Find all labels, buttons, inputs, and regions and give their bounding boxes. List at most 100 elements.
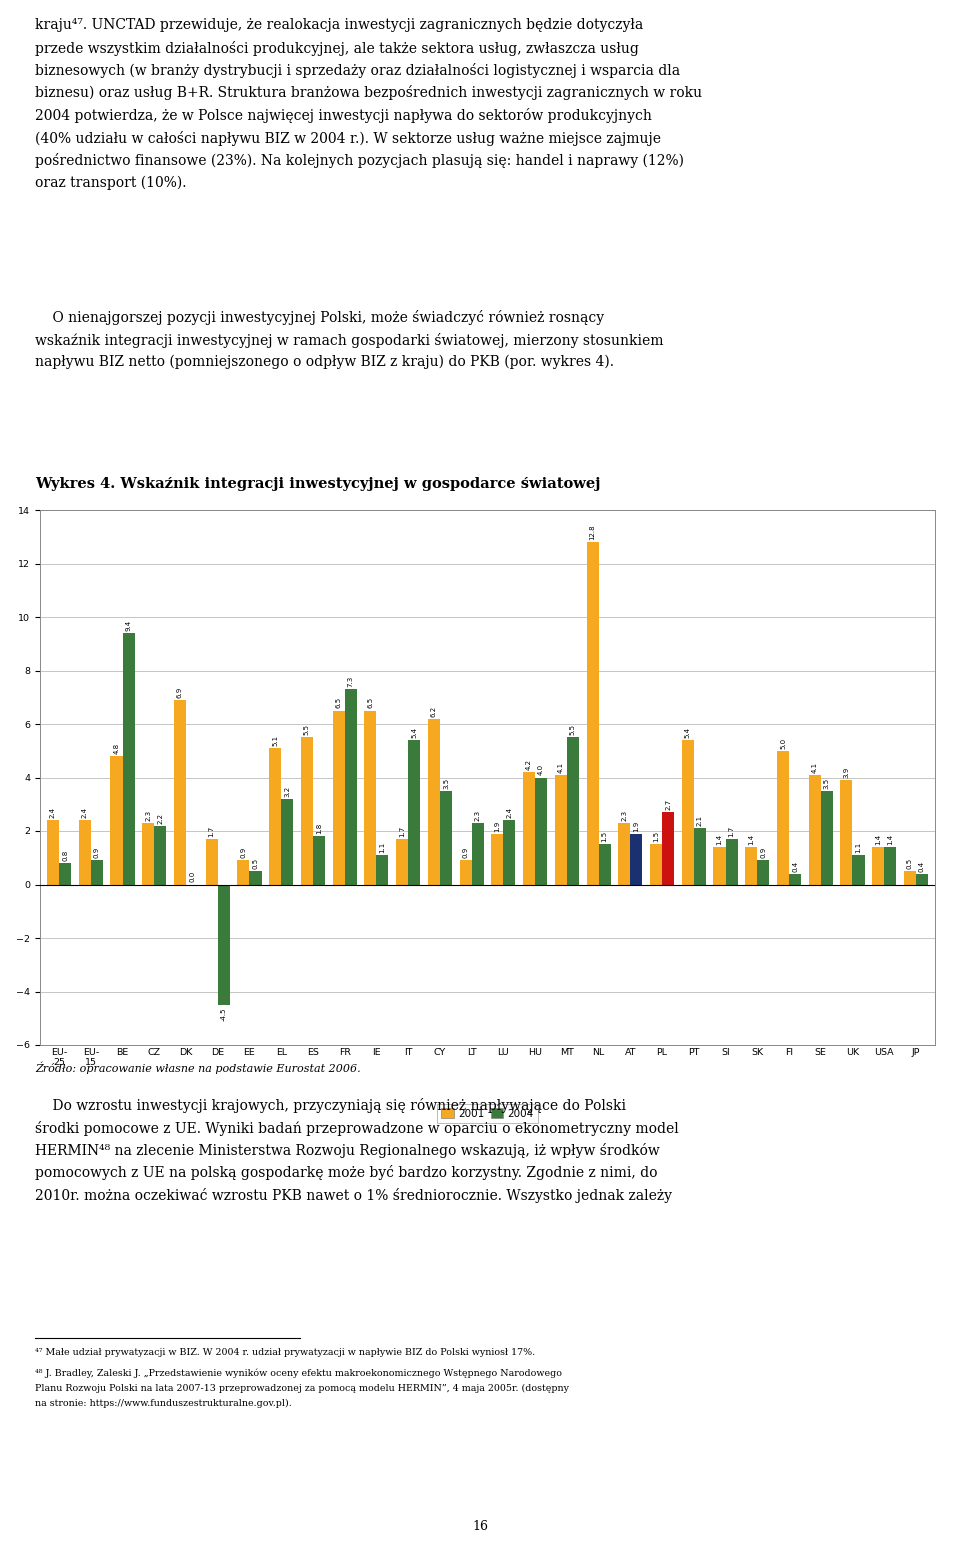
Text: oraz transport (10%).: oraz transport (10%). [35, 176, 186, 190]
Text: 9.4: 9.4 [126, 620, 132, 630]
Text: 2.4: 2.4 [506, 806, 513, 819]
Text: 2.3: 2.3 [145, 810, 152, 820]
Text: napływu BIZ netto (pomniejszonego o odpływ BIZ z kraju) do PKB (por. wykres 4).: napływu BIZ netto (pomniejszonego o odpł… [35, 355, 614, 369]
Text: O nienajgorszej pozycji inwestycyjnej Polski, może świadczyć również rosnący: O nienajgorszej pozycji inwestycyjnej Po… [35, 311, 604, 324]
Bar [662, 813, 674, 884]
Text: 2.4: 2.4 [50, 806, 56, 819]
Text: -4.5: -4.5 [221, 1007, 227, 1021]
Bar [840, 780, 852, 884]
Text: 1.7: 1.7 [729, 825, 734, 837]
Text: 5.5: 5.5 [570, 725, 576, 735]
Bar [821, 791, 833, 884]
Bar [376, 854, 389, 884]
Bar [587, 542, 599, 884]
Text: biznesowych (w branży dystrybucji i sprzedaży oraz działalności logistycznej i w: biznesowych (w branży dystrybucji i sprz… [35, 63, 680, 77]
Legend: 2001, 2004: 2001, 2004 [438, 1105, 538, 1123]
Text: 2004 potwierdza, że w Polsce najwięcej inwestycji napływa do sektorów produkcyjn: 2004 potwierdza, że w Polsce najwięcej i… [35, 108, 652, 124]
Text: 5.4: 5.4 [684, 726, 691, 739]
Text: 0.9: 0.9 [240, 847, 247, 859]
Text: 3.5: 3.5 [824, 777, 829, 789]
Text: na stronie: https://www.funduszestrukturalne.gov.pl).: na stronie: https://www.funduszestruktur… [35, 1400, 292, 1407]
Text: Źródło: opracowanie własne na podstawie Eurostat 2006.: Źródło: opracowanie własne na podstawie … [35, 1061, 361, 1074]
Bar [492, 834, 503, 884]
Bar [142, 823, 155, 884]
Bar [155, 825, 166, 884]
Text: 4.2: 4.2 [526, 759, 532, 769]
Text: 1.9: 1.9 [634, 820, 639, 831]
Text: 1.4: 1.4 [748, 834, 755, 845]
Text: 2.3: 2.3 [621, 810, 627, 820]
Text: 1.9: 1.9 [494, 820, 500, 831]
Text: Wykres 4. Wskaźnik integracji inwestycyjnej w gospodarce światowej: Wykres 4. Wskaźnik integracji inwestycyj… [35, 477, 601, 491]
Bar [471, 823, 484, 884]
Text: 3.9: 3.9 [844, 766, 850, 779]
Bar [313, 836, 325, 884]
Text: 0.5: 0.5 [252, 857, 258, 868]
Bar [205, 839, 218, 884]
Bar [332, 711, 345, 884]
Text: 1.4: 1.4 [887, 834, 893, 845]
Text: 3.5: 3.5 [443, 777, 449, 789]
Text: 2.4: 2.4 [82, 806, 87, 819]
Text: 0.9: 0.9 [760, 847, 766, 859]
Text: 1.7: 1.7 [399, 825, 405, 837]
Text: 2.7: 2.7 [665, 799, 671, 810]
Bar [904, 871, 916, 884]
Text: ⁴⁸ J. Bradley, Zaleski J. „Przedstawienie wyników oceny efektu makroekonomiczneg: ⁴⁸ J. Bradley, Zaleski J. „Przedstawieni… [35, 1369, 562, 1378]
Bar [365, 711, 376, 884]
Bar [916, 874, 928, 884]
Text: HERMIN⁴⁸ na zlecenie Ministerstwa Rozwoju Regionalnego wskazują, iż wpływ środkó: HERMIN⁴⁸ na zlecenie Ministerstwa Rozwoj… [35, 1143, 660, 1159]
Text: biznesu) oraz usług B+R. Struktura branżowa bezpośrednich inwestycji zagraniczny: biznesu) oraz usług B+R. Struktura branż… [35, 85, 702, 100]
Text: 0.8: 0.8 [62, 850, 68, 861]
Bar [852, 854, 865, 884]
Text: 1.8: 1.8 [316, 823, 322, 834]
Text: 0.4: 0.4 [792, 861, 798, 871]
Bar [428, 718, 440, 884]
Bar [460, 861, 471, 884]
Text: 2010r. można oczekiwać wzrostu PKB nawet o 1% średniorocznie. Wszystko jednak za: 2010r. można oczekiwać wzrostu PKB nawet… [35, 1188, 672, 1204]
Bar [503, 820, 516, 884]
Bar [237, 861, 250, 884]
Bar [110, 756, 123, 884]
Text: 2.3: 2.3 [474, 810, 481, 820]
Text: 5.4: 5.4 [411, 726, 418, 739]
Bar [440, 791, 452, 884]
Bar [60, 864, 71, 884]
Text: 1.7: 1.7 [208, 825, 215, 837]
Text: 5.0: 5.0 [780, 737, 786, 749]
Bar [777, 751, 789, 884]
Bar [269, 748, 281, 884]
Text: 16: 16 [472, 1520, 488, 1533]
Text: 0.5: 0.5 [907, 857, 913, 868]
Text: (40% udziału w całości napływu BIZ w 2004 r.). W sektorze usług ważne miejsce za: (40% udziału w całości napływu BIZ w 200… [35, 130, 661, 145]
Bar [79, 820, 91, 884]
Bar [91, 861, 103, 884]
Bar [745, 847, 757, 884]
Bar [218, 884, 229, 1004]
Text: środki pomocowe z UE. Wyniki badań przeprowadzone w oparciu o ekonometryczny mod: środki pomocowe z UE. Wyniki badań przep… [35, 1120, 679, 1136]
Bar [408, 740, 420, 884]
Text: 6.9: 6.9 [177, 686, 183, 698]
Text: 1.1: 1.1 [855, 842, 861, 853]
Text: Do wzrostu inwestycji krajowych, przyczyniają się również napływające do Polski: Do wzrostu inwestycji krajowych, przyczy… [35, 1098, 626, 1112]
Text: 0.0: 0.0 [189, 871, 195, 882]
Text: 6.5: 6.5 [336, 697, 342, 709]
Text: 5.5: 5.5 [304, 725, 310, 735]
Bar [250, 871, 261, 884]
Text: 1.5: 1.5 [653, 831, 659, 842]
Bar [872, 847, 884, 884]
Bar [599, 845, 611, 884]
Text: pośrednictwo finansowe (23%). Na kolejnych pozycjach plasują się: handel i napra: pośrednictwo finansowe (23%). Na kolejny… [35, 153, 684, 168]
Text: 1.4: 1.4 [876, 834, 881, 845]
Bar [713, 847, 726, 884]
Text: 4.1: 4.1 [812, 762, 818, 772]
Bar [47, 820, 60, 884]
Text: 1.1: 1.1 [379, 842, 386, 853]
Text: Planu Rozwoju Polski na lata 2007-13 przeprowadzonej za pomocą modelu HERMIN”, 4: Planu Rozwoju Polski na lata 2007-13 prz… [35, 1384, 569, 1394]
Bar [123, 633, 134, 884]
Text: ⁴⁷ Małe udział prywatyzacji w BIZ. W 2004 r. udział prywatyzacji w napływie BIZ : ⁴⁷ Małe udział prywatyzacji w BIZ. W 200… [35, 1347, 535, 1357]
Text: 0.9: 0.9 [94, 847, 100, 859]
Text: 12.8: 12.8 [589, 524, 595, 539]
Bar [726, 839, 737, 884]
Text: 6.2: 6.2 [431, 706, 437, 717]
